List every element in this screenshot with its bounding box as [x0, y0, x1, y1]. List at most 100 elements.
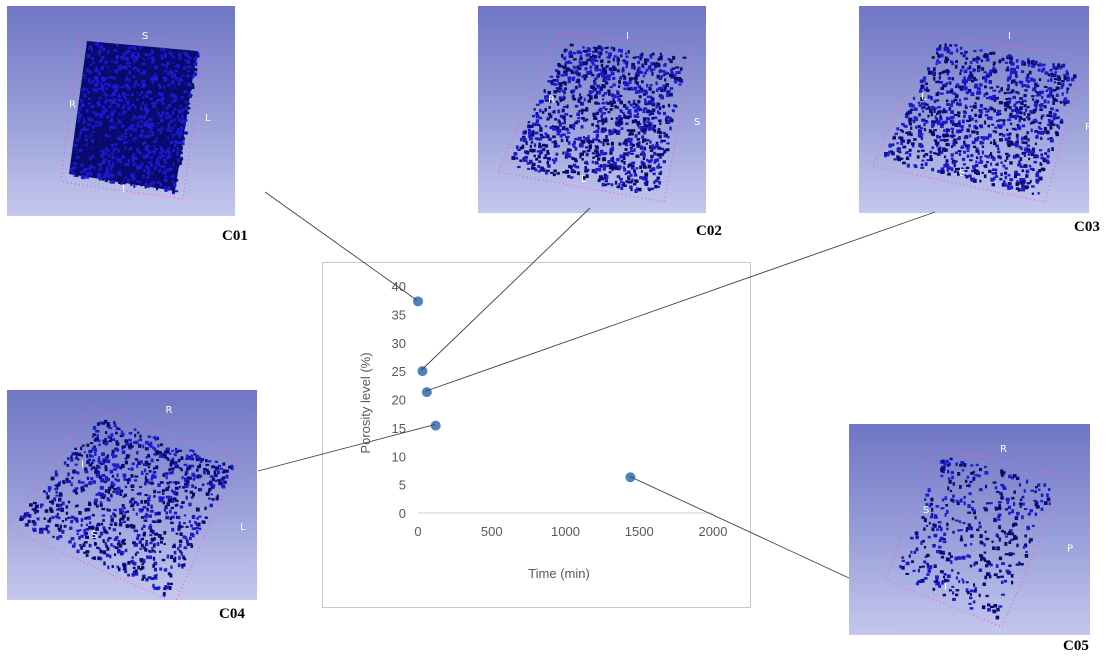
voxel — [91, 117, 94, 122]
voxel — [963, 111, 967, 115]
voxel — [47, 530, 50, 534]
voxel — [141, 62, 145, 66]
voxel — [181, 501, 185, 504]
voxel — [656, 110, 660, 114]
voxel — [921, 159, 925, 162]
voxel — [77, 159, 81, 162]
voxel — [1052, 66, 1056, 70]
voxel — [918, 113, 921, 117]
voxel — [133, 46, 137, 50]
voxel — [99, 76, 102, 80]
voxel — [79, 544, 82, 547]
voxel — [146, 463, 149, 467]
voxel — [148, 470, 152, 473]
voxel — [906, 139, 911, 143]
voxel — [1034, 60, 1038, 64]
voxel — [99, 503, 103, 507]
voxel — [103, 92, 107, 96]
voxel — [1052, 101, 1055, 105]
voxel — [189, 51, 193, 55]
voxel — [938, 72, 942, 76]
voxel — [652, 172, 656, 176]
voxel — [910, 550, 913, 554]
voxel — [570, 89, 575, 94]
voxel — [935, 62, 938, 66]
voxel — [83, 77, 86, 80]
voxel — [54, 473, 59, 477]
voxel — [102, 496, 105, 500]
voxel — [1017, 91, 1020, 95]
voxel — [109, 49, 113, 53]
voxel — [153, 567, 157, 572]
voxel — [159, 481, 164, 484]
voxel — [1024, 543, 1028, 548]
voxel — [86, 151, 90, 155]
voxel — [222, 476, 226, 480]
voxel — [167, 72, 171, 75]
voxel — [1049, 86, 1052, 90]
voxel — [121, 124, 125, 128]
voxel — [130, 560, 135, 564]
voxel — [598, 51, 602, 56]
voxel — [606, 182, 611, 186]
voxel — [633, 114, 638, 118]
voxel — [606, 56, 611, 59]
voxel — [901, 565, 905, 570]
voxel — [164, 472, 169, 476]
voxel — [96, 147, 99, 151]
voxel — [1018, 108, 1021, 112]
voxel — [644, 172, 649, 177]
voxel — [157, 98, 161, 102]
voxel — [26, 523, 29, 527]
voxel — [1052, 88, 1057, 92]
voxel — [160, 148, 165, 153]
voxel — [118, 427, 121, 431]
voxel — [632, 169, 636, 173]
voxel — [109, 121, 112, 125]
voxel — [559, 82, 563, 87]
voxel — [972, 178, 977, 183]
voxel — [176, 115, 180, 119]
voxel — [129, 442, 133, 446]
voxel — [169, 101, 174, 104]
voxel — [976, 130, 979, 135]
voxel — [135, 47, 139, 50]
voxel — [956, 171, 959, 174]
voxel — [217, 479, 221, 482]
voxel — [183, 90, 188, 94]
voxel — [945, 69, 949, 74]
voxel — [98, 52, 101, 56]
voxel — [108, 154, 111, 158]
voxel — [196, 516, 199, 520]
voxel — [591, 61, 595, 65]
voxel — [140, 116, 144, 119]
voxel — [167, 87, 171, 91]
voxel — [112, 490, 116, 493]
voxel — [160, 57, 165, 60]
voxel — [963, 54, 966, 58]
voxel — [1000, 87, 1003, 92]
voxel — [562, 81, 566, 85]
voxel — [932, 543, 936, 548]
voxel — [180, 121, 184, 124]
voxel — [920, 118, 925, 122]
voxel — [114, 132, 118, 136]
voxel — [631, 164, 635, 167]
voxel — [175, 76, 179, 81]
voxel — [547, 80, 552, 83]
voxel — [153, 489, 157, 494]
voxel — [927, 114, 930, 118]
voxel — [137, 444, 142, 448]
voxel — [1050, 72, 1054, 76]
voxel — [1055, 132, 1060, 137]
voxel — [572, 123, 576, 128]
voxel — [1005, 535, 1008, 538]
voxel — [140, 499, 144, 504]
voxel — [32, 521, 37, 526]
voxel — [109, 436, 112, 441]
voxel — [110, 517, 114, 522]
voxel — [985, 594, 989, 598]
voxel — [1015, 511, 1020, 516]
voxel — [618, 94, 623, 98]
voxel — [1028, 157, 1031, 161]
